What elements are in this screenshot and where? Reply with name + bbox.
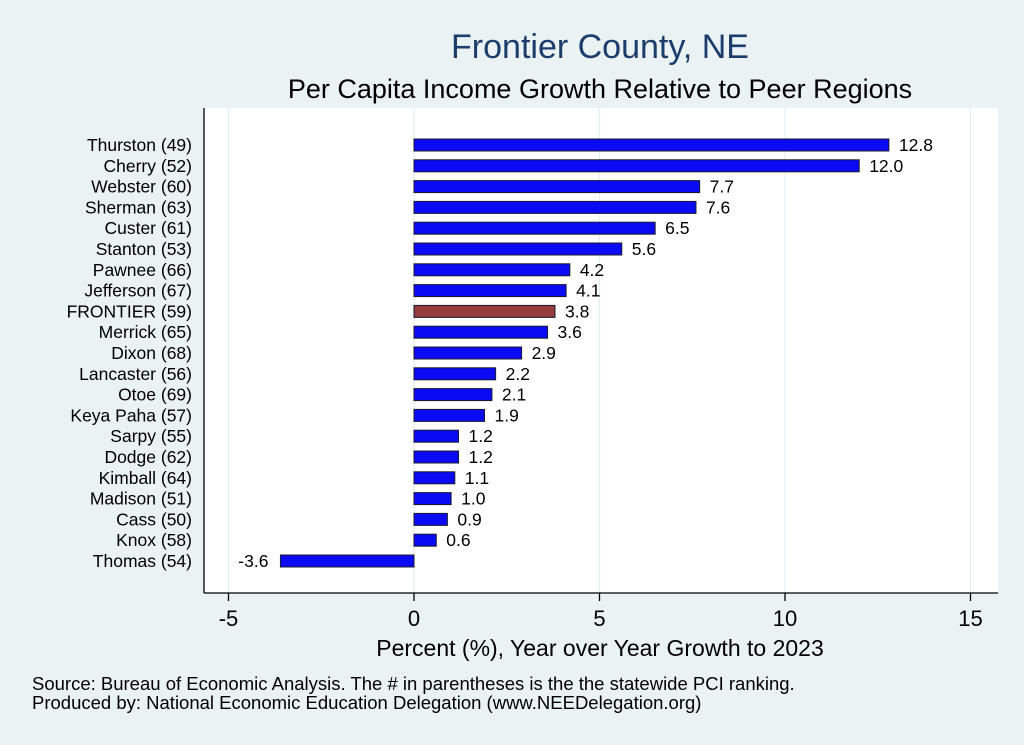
x-tick-label: 0 <box>408 606 420 631</box>
footer-produced: Produced by: National Economic Education… <box>32 692 702 713</box>
value-label: 6.5 <box>665 218 689 238</box>
value-label: 12.8 <box>899 135 933 155</box>
category-label: Merrick (65) <box>99 322 192 342</box>
category-label: Thomas (54) <box>93 551 192 571</box>
category-label: Stanton (53) <box>96 239 192 259</box>
category-label: Madison (51) <box>90 489 192 509</box>
value-label: 4.2 <box>580 260 604 280</box>
bar <box>413 180 701 194</box>
category-label: Sherman (63) <box>85 197 192 217</box>
category-label: Sarpy (55) <box>110 426 192 446</box>
value-label: 1.0 <box>461 489 486 509</box>
value-label: 4.1 <box>576 281 600 301</box>
bar <box>413 346 523 360</box>
bar <box>413 304 556 318</box>
bar <box>413 263 571 277</box>
category-label: FRONTIER (59) <box>67 301 192 321</box>
bar <box>413 450 460 464</box>
value-label: 1.2 <box>469 447 493 467</box>
value-label: 5.6 <box>632 239 656 259</box>
x-axis-title: Percent (%), Year over Year Growth to 20… <box>376 635 824 661</box>
category-label: Pawnee (66) <box>93 260 192 280</box>
x-tick-label: 5 <box>593 606 605 631</box>
chart-title: Frontier County, NE <box>451 28 749 66</box>
category-label: Otoe (69) <box>118 385 192 405</box>
bar <box>413 388 493 402</box>
bar <box>413 200 697 214</box>
category-label: Custer (61) <box>104 218 192 238</box>
bar <box>413 242 623 256</box>
value-label: 0.6 <box>446 530 470 550</box>
value-label: 1.2 <box>469 426 493 446</box>
category-label: Thurston (49) <box>87 135 192 155</box>
category-label: Jefferson (67) <box>84 281 192 301</box>
value-label: 2.2 <box>506 364 530 384</box>
category-label: Webster (60) <box>91 177 192 197</box>
value-labels: 12.812.0 7.77.6 6.5 5.6 4.24.13.83.62.92.22.… <box>238 135 933 571</box>
x-tick-label: 10 <box>773 606 797 631</box>
value-label: 0.9 <box>457 509 481 529</box>
value-label: 3.8 <box>565 301 589 321</box>
bar <box>413 159 860 173</box>
category-labels: Thurston (49)Cherry (52)Webster (60)Sher… <box>67 135 192 571</box>
bar <box>413 408 485 422</box>
category-label: Keya Paha (57) <box>70 405 192 425</box>
bar <box>413 512 448 526</box>
value-label: 1.1 <box>465 468 489 488</box>
value-label: 12.0 <box>869 156 903 176</box>
category-label: Kimball (64) <box>99 468 192 488</box>
bar <box>413 138 890 152</box>
bar <box>413 429 460 443</box>
bar <box>413 284 567 298</box>
category-label: Cherry (52) <box>104 156 193 176</box>
value-label: 2.1 <box>502 385 526 405</box>
value-label: 7.7 <box>710 177 734 197</box>
x-axis: -5 0 5 10 15 <box>203 108 998 631</box>
value-label: 1.9 <box>494 405 518 425</box>
bar <box>413 533 437 547</box>
bars <box>279 138 890 568</box>
category-label: Dixon (68) <box>111 343 192 363</box>
bar <box>413 367 497 381</box>
value-label: -3.6 <box>238 551 268 571</box>
bar <box>413 492 452 506</box>
value-label: 7.6 <box>706 197 730 217</box>
footer-source: Source: Bureau of Economic Analysis. The… <box>32 673 795 694</box>
bar <box>413 325 549 339</box>
bar <box>413 221 656 235</box>
category-label: Dodge (62) <box>104 447 192 467</box>
value-label: 3.6 <box>558 322 582 342</box>
bar <box>413 471 456 485</box>
x-tick-label: -5 <box>219 606 239 631</box>
category-label: Cass (50) <box>116 509 192 529</box>
x-tick-label: 15 <box>958 606 982 631</box>
bar <box>279 554 415 568</box>
category-label: Lancaster (56) <box>79 364 192 384</box>
chart-subtitle: Per Capita Income Growth Relative to Pee… <box>287 74 913 104</box>
category-label: Knox (58) <box>116 530 192 550</box>
value-label: 2.9 <box>532 343 556 363</box>
